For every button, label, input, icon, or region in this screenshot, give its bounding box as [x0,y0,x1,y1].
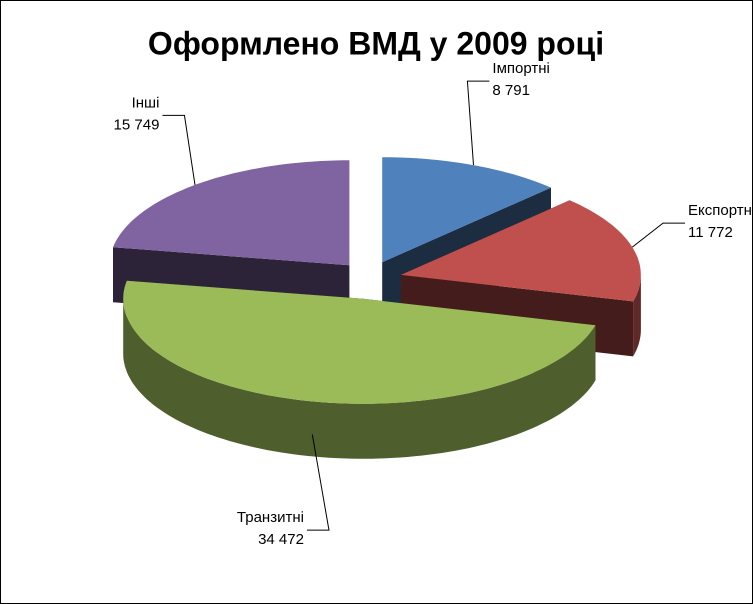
category-label: Експортні [688,202,753,219]
leader-line [162,114,196,185]
slice-wall [123,298,596,459]
slice-top [113,160,350,266]
slice-wall [633,274,641,357]
leader-line [466,80,490,166]
slice-top [400,200,641,302]
leader-line [631,222,686,248]
leader-line [306,434,330,531]
chart-title: Оформлено ВМД у 2009 році [148,25,604,61]
value-label: 15 749 [114,116,160,133]
value-label: 11 772 [688,224,733,241]
value-label: 34 472 [258,531,304,548]
slice-top [382,157,551,263]
slice [123,280,596,459]
category-label: Транзитні [237,509,304,526]
slice-top [123,280,596,404]
category-label: Інші [132,94,160,111]
category-label: Імпортні [492,60,549,77]
value-label: 8 791 [492,82,530,99]
